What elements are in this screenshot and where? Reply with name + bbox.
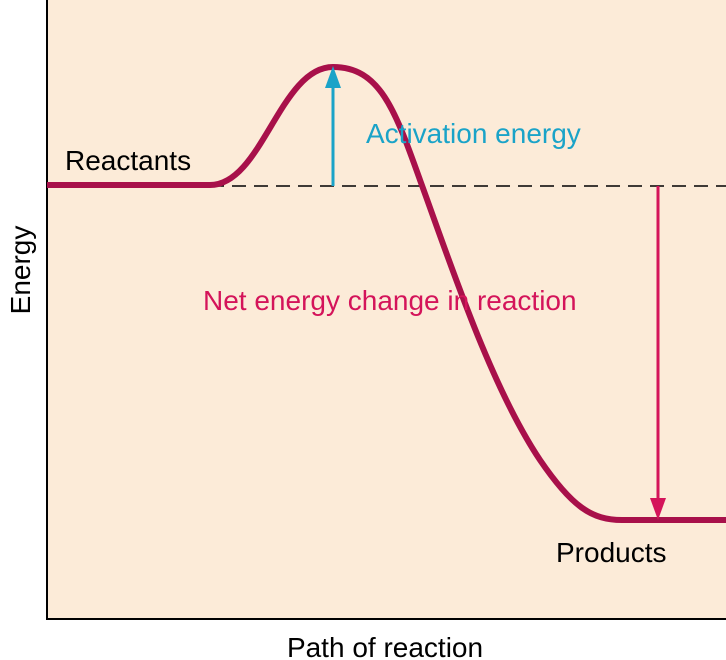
net-change-label: Net energy change in reaction (203, 285, 577, 316)
x-axis-label: Path of reaction (287, 632, 483, 660)
activation-arrowhead (325, 66, 341, 88)
energy-curve (47, 63, 726, 523)
activation-label: Activation energy (366, 118, 581, 149)
y-axis-label: Energy (5, 226, 36, 315)
products-label: Products (556, 537, 667, 568)
net-change-arrowhead (650, 498, 666, 520)
reactants-label: Reactants (65, 145, 191, 176)
